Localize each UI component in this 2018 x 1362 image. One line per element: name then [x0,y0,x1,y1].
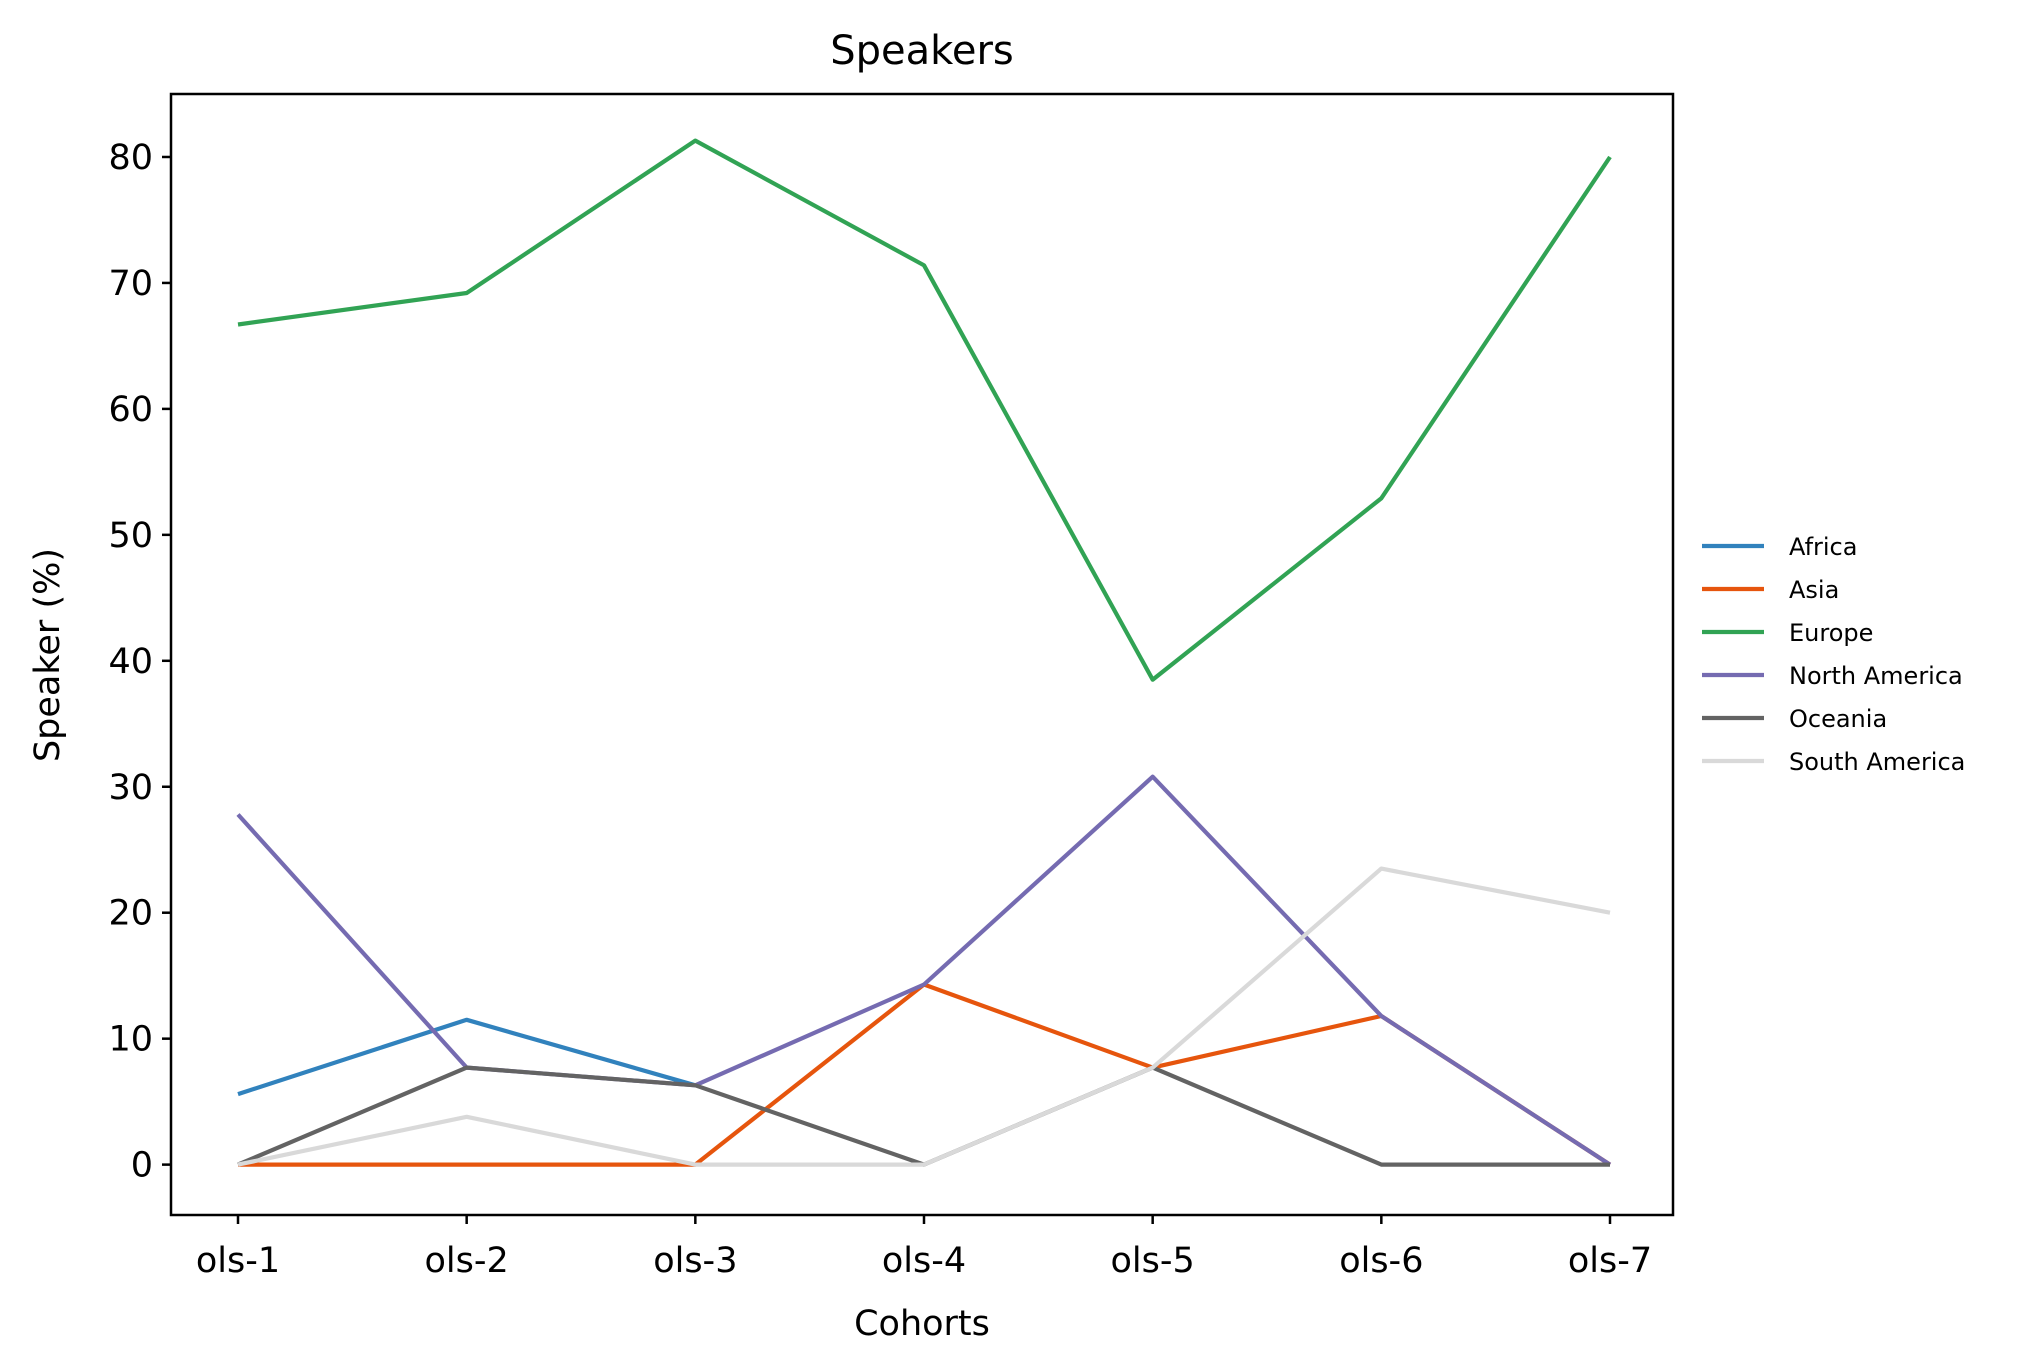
series-line-europe [237,138,1612,682]
y-axis: 0 10 20 30 40 50 60 70 80 [108,138,171,1186]
x-axis: ols-1 ols-2 ols-3 ols-4 ols-5 ols-6 ols-7 [196,1215,1652,1281]
x-tick-label: ols-2 [425,1241,509,1281]
series-line-south-america [237,866,1611,1167]
legend-label-north-america: North America [1789,662,1963,690]
x-tick-label: ols-3 [653,1241,737,1281]
legend-label-asia: Asia [1789,576,1839,604]
x-tick-label: ols-7 [1568,1241,1652,1281]
legend-label-africa: Africa [1789,533,1857,561]
series-layer [236,138,1612,1167]
chart-title: Speakers [830,28,1014,74]
x-tick-label: ols-6 [1339,1241,1423,1281]
y-tick-label: 30 [108,768,153,808]
legend-label-europe: Europe [1789,619,1873,647]
x-tick-label: ols-1 [196,1241,280,1281]
legend-label-oceania: Oceania [1789,705,1887,733]
y-tick-label: 40 [108,642,153,682]
y-tick-label: 50 [108,516,153,556]
y-tick-label: 10 [108,1020,153,1060]
legend: Africa Asia Europe North America Oceania Sout… [1702,533,1965,776]
y-axis-title: Speaker (%) [28,548,68,762]
x-tick-label: ols-4 [882,1241,966,1281]
y-tick-label: 60 [108,390,153,430]
y-tick-label: 80 [108,138,153,178]
x-tick-label: ols-5 [1111,1241,1195,1281]
y-tick-label: 70 [108,264,153,304]
x-axis-title: Cohorts [854,1304,990,1344]
y-tick-label: 0 [131,1146,153,1186]
y-tick-label: 20 [108,894,153,934]
legend-label-south-america: South America [1789,748,1965,776]
series-line-africa [237,1017,696,1097]
plot-area-frame [169,92,1675,1217]
